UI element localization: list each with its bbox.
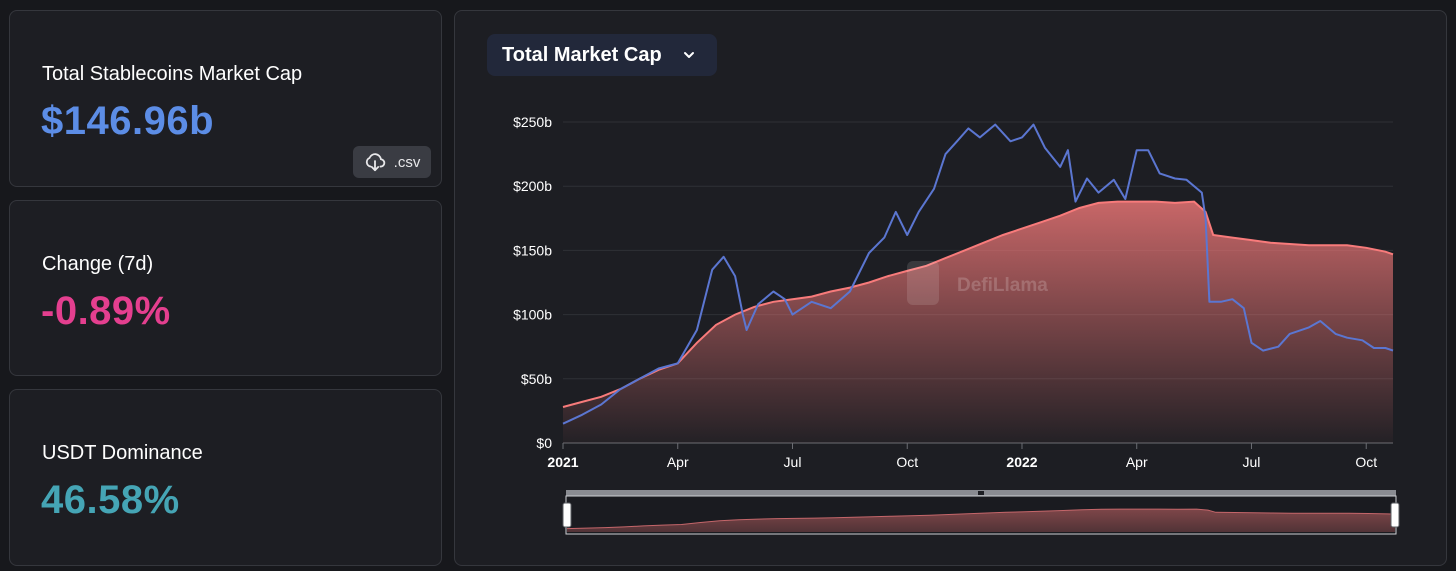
navigator-right-handle[interactable] [1390, 502, 1400, 528]
stat-value: -0.89% [41, 289, 171, 333]
stat-card-usdt-dominance: USDT Dominance 46.58% [9, 389, 442, 566]
stat-value: $146.96b [41, 99, 215, 143]
stat-value: 46.58% [41, 478, 180, 522]
chart-panel: Total Market Cap [454, 10, 1447, 566]
navigator-left-handle[interactable] [562, 502, 572, 528]
stat-card-total-market-cap: Total Stablecoins Market Cap $146.96b .c… [9, 10, 442, 187]
stat-card-change-7d: Change (7d) -0.89% [9, 200, 442, 376]
download-csv-button[interactable]: .csv [353, 146, 431, 178]
navigator-grip-icon[interactable] [978, 491, 984, 495]
chevron-down-icon [684, 52, 694, 58]
chart-type-label: Total Market Cap [502, 43, 662, 66]
chart-type-dropdown[interactable]: Total Market Cap [487, 34, 717, 76]
stat-label: USDT Dominance [42, 442, 203, 464]
download-cloud-icon [365, 153, 385, 172]
range-navigator[interactable] [562, 490, 1400, 535]
navigator-area [567, 509, 1395, 532]
navigator-line [566, 508, 1396, 530]
csv-button-label: .csv [393, 153, 421, 171]
stat-label: Change (7d) [42, 253, 154, 275]
stat-label: Total Stablecoins Market Cap [42, 63, 303, 85]
